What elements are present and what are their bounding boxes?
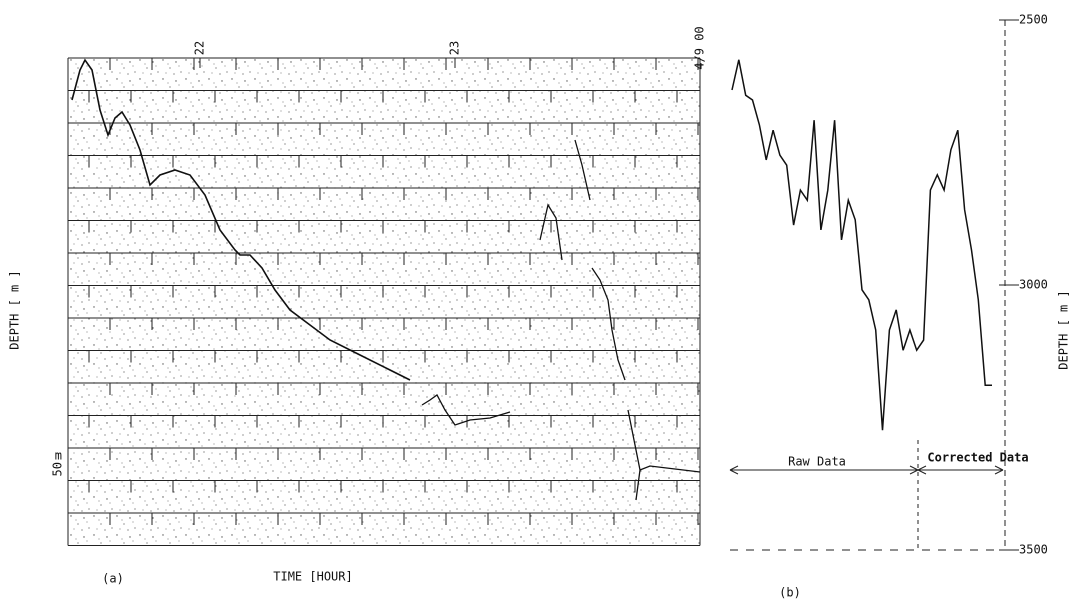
y-tick-label: 3500 (1019, 543, 1048, 557)
y-tick-label: 3000 (1019, 278, 1048, 292)
scale-unit: m (55, 449, 62, 463)
echo-trace (71, 58, 411, 381)
echogram-background (68, 58, 700, 545)
y-tick-label: 2500 (1019, 13, 1048, 27)
depth-line (731, 59, 992, 431)
scale-value: 50 (51, 462, 65, 476)
y-label: DEPTH [ m ] (8, 270, 22, 349)
echo-trace (421, 139, 701, 501)
x-tick-label: 4/9 00 (693, 26, 707, 69)
x-tick-label: 22 (193, 41, 207, 55)
arrow-head (729, 465, 1004, 475)
panel-label: (a) (102, 572, 124, 586)
annotation: Corrected Data (927, 451, 1028, 465)
x-label: TIME [HOUR] (273, 570, 352, 584)
y-label: DEPTH [ m ] (1057, 290, 1071, 369)
panel-label: (b) (779, 586, 801, 600)
x-tick-label: 23 (448, 41, 462, 55)
annotation: Raw Data (788, 455, 846, 469)
